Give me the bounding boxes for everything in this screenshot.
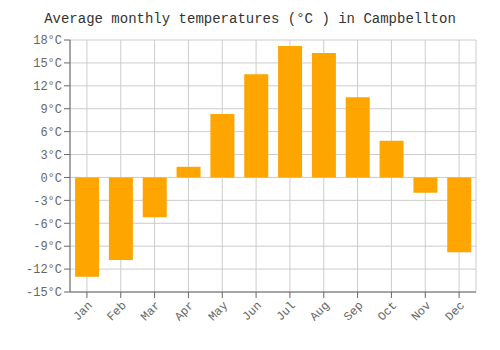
svg-text:18°C: 18°C <box>33 34 62 48</box>
svg-text:Aug: Aug <box>307 299 332 324</box>
svg-text:6°C: 6°C <box>40 126 62 140</box>
svg-text:-6°C: -6°C <box>33 218 62 232</box>
svg-text:9°C: 9°C <box>40 103 62 117</box>
svg-text:Feb: Feb <box>104 299 129 324</box>
svg-text:-15°C: -15°C <box>26 286 62 300</box>
svg-text:-9°C: -9°C <box>33 240 62 254</box>
svg-text:Oct: Oct <box>375 299 400 324</box>
svg-text:0°C: 0°C <box>40 172 62 186</box>
svg-text:Jun: Jun <box>240 299 265 324</box>
svg-text:Dec: Dec <box>443 299 468 324</box>
svg-text:15°C: 15°C <box>33 57 62 71</box>
svg-text:May: May <box>206 299 231 324</box>
svg-text:3°C: 3°C <box>40 149 62 163</box>
svg-text:-3°C: -3°C <box>33 195 62 209</box>
svg-text:Sep: Sep <box>341 299 366 324</box>
html-text:Average monthly temperatures (: Average monthly temperatures (°C ) in Ca… <box>44 11 456 27</box>
svg-text:Jul: Jul <box>274 299 299 324</box>
svg-text:-12°C: -12°C <box>26 263 62 277</box>
svg-text:Nov: Nov <box>409 299 434 324</box>
svg-text:12°C: 12°C <box>33 80 62 94</box>
svg-text:Jan: Jan <box>71 299 96 324</box>
svg-text:Mar: Mar <box>138 299 163 324</box>
svg-text:Apr: Apr <box>172 299 197 324</box>
